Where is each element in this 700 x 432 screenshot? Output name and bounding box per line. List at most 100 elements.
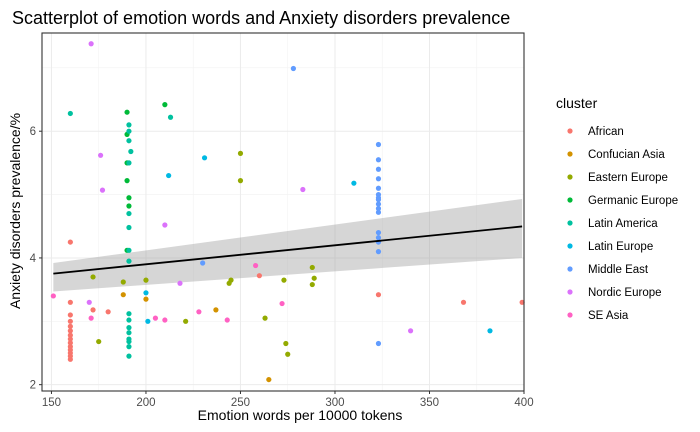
data-point [126,247,132,253]
data-point [120,292,126,298]
data-point [67,356,73,362]
data-point [201,155,208,161]
data-point [88,315,94,321]
legend-key [567,243,573,249]
legend-label: Latin Europe [588,241,653,253]
legend-key [567,266,573,272]
data-point [88,41,94,47]
data-point [375,229,382,236]
data-point [67,336,73,342]
data-point [375,292,382,298]
data-point [126,122,132,128]
data-point [309,281,315,288]
legend-label: African [588,126,624,138]
data-point [67,328,73,334]
legend-key [567,128,573,134]
data-point [281,277,287,283]
y-tick-label: 2 [30,380,36,392]
data-point [124,178,130,184]
data-point [50,293,56,299]
x-tick-label: 150 [42,397,61,409]
data-point [167,114,174,120]
data-point [162,102,168,108]
data-point [145,318,151,324]
data-point [162,222,168,228]
legend-title: cluster [556,95,598,111]
data-point [67,340,73,346]
data-point [213,307,219,313]
data-point [166,172,172,179]
data-point [67,332,73,338]
legend-key [567,174,573,180]
legend-label: Latin America [588,218,658,230]
data-point [237,150,244,156]
legend-label: Middle East [588,264,649,276]
data-point [126,224,132,231]
data-point [67,318,73,324]
plot-panel [42,33,525,391]
data-point [375,176,382,182]
data-point [407,328,414,334]
data-point [126,195,132,201]
data-point [126,311,132,317]
chart-title: Scatterplot of emotion words and Anxiety… [12,8,510,28]
data-point [196,309,202,315]
data-point [126,138,132,144]
legend-key [567,151,573,157]
data-point [143,296,149,302]
data-point [375,157,382,163]
data-point [351,180,357,186]
data-point [128,148,134,155]
data-point [290,65,296,72]
data-point [460,299,467,305]
scatter-points [41,32,525,392]
data-point [300,186,306,193]
legend-key [567,197,573,203]
data-point [126,128,132,134]
data-point [285,351,291,357]
data-point [126,353,132,359]
x-tick-label: 200 [136,397,155,409]
data-point [67,110,73,117]
data-point [262,315,268,321]
y-axis-label: Anxiety disorders prevalence/% [7,113,23,309]
data-point [67,312,73,318]
y-tick-label: 6 [30,126,36,138]
data-point [120,279,126,285]
y-axis-ticks: 2 4 6 [30,126,42,392]
data-point [487,328,493,334]
x-tick-label: 350 [420,397,439,409]
panel-border [41,32,525,392]
data-point [126,330,132,336]
data-point [90,274,96,280]
x-axis-ticks: 150 200 250 300 350 400 [42,391,534,409]
legend-label: Nordic Europe [588,287,662,299]
data-point [126,338,132,345]
x-axis-label: Emotion words per 10000 tokens [198,407,403,423]
data-point [183,318,189,324]
data-point [279,300,285,307]
data-point [311,275,317,281]
x-tick-label: 400 [514,397,533,409]
data-point [126,344,132,350]
data-point [375,205,382,212]
data-point [99,187,106,193]
panel-background [42,33,524,391]
legend-label: Confucian Asia [588,149,665,161]
trend-line [53,225,523,275]
data-point [200,260,206,266]
x-tick-label: 250 [231,397,250,409]
data-point [126,203,132,209]
data-point [375,249,382,255]
data-point [143,277,149,283]
data-point [375,209,382,215]
legend-label: Germanic Europe [588,195,678,207]
confidence-band [53,199,523,292]
data-point [162,317,168,323]
data-point [375,185,382,191]
data-point [124,109,130,115]
data-point [126,160,132,166]
data-point [96,338,102,345]
data-point [266,376,272,383]
legend-label: SE Asia [588,310,629,322]
